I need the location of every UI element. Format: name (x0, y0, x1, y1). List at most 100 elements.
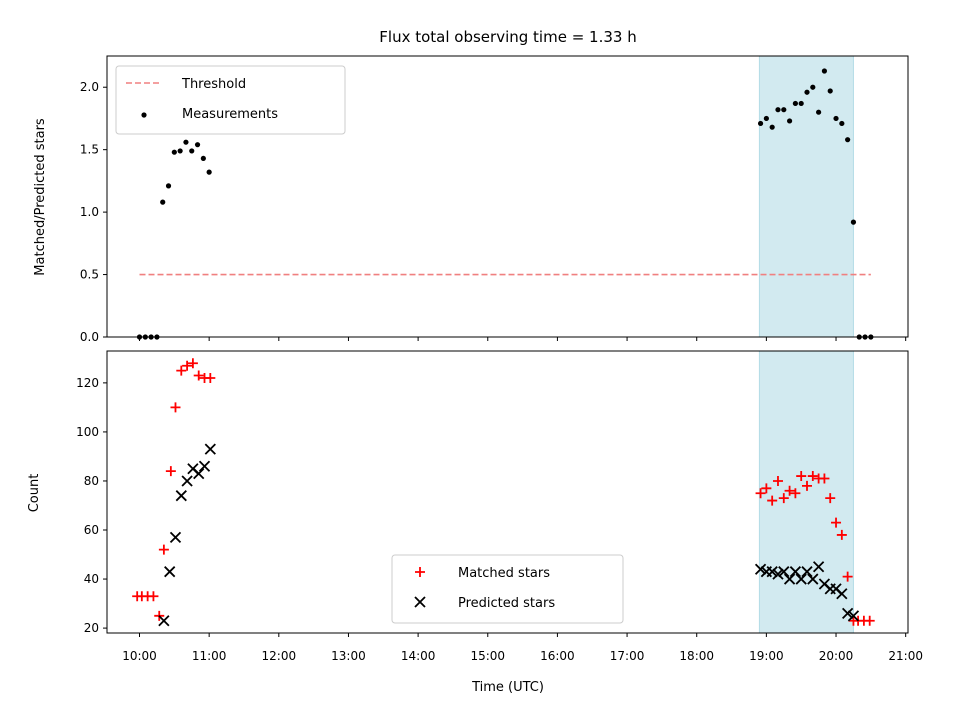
measurement-point (850, 219, 857, 225)
measurement-point (763, 115, 769, 122)
matched-star-point (836, 529, 847, 540)
predicted-star-point (169, 531, 182, 544)
top-y-tick-label: 2.0 (80, 80, 99, 94)
measurement-point (757, 120, 764, 127)
x-tick-label: 11:00 (192, 649, 227, 663)
predicted-star-point (778, 566, 790, 578)
matched-star-point (761, 483, 772, 494)
chart-title: Flux total observing time = 1.33 h (379, 28, 636, 46)
measurement-point (769, 124, 775, 130)
bottom-panel: 20 40 60 80 100 120 10:00 11:00 12:00 13:00 14:00 1… (76, 350, 923, 663)
measurement-point (792, 100, 798, 107)
measurement-point (845, 137, 851, 143)
bottom-legend: Matched stars Predicted stars (391, 554, 624, 624)
x-tick-label: 17:00 (610, 649, 645, 663)
predicted-star-point (812, 561, 825, 573)
measurement-point (816, 109, 822, 115)
top-legend-label: Measurements (182, 107, 278, 122)
predicted-star-point (772, 568, 784, 580)
bottom-y-tick-label: 60 (84, 523, 99, 537)
predicted-star-point (193, 467, 205, 480)
predicted-star-point (754, 563, 767, 575)
legend-matched-swatch (415, 567, 425, 577)
bottom-y-tick-label: 20 (84, 621, 99, 635)
legend-measurements-swatch (141, 112, 147, 118)
x-tick-label: 20:00 (819, 649, 854, 663)
top-y-tick-label: 0.0 (80, 330, 99, 344)
x-tick-label: 10:00 (122, 649, 157, 663)
bottom-legend-box (391, 554, 624, 624)
x-tick-label: 13:00 (331, 649, 366, 663)
bottom-legend-label: Matched stars (458, 566, 550, 581)
top-legend-label: Threshold (181, 77, 246, 92)
top-shaded-region (758, 55, 854, 338)
matched-star-point (176, 365, 187, 376)
measurement-point (171, 149, 177, 155)
matched-star-point (205, 372, 216, 383)
x-tick-label: 18:00 (679, 649, 714, 663)
predicted-star-point (841, 607, 854, 620)
x-axis-label: Time (UTC) (471, 680, 544, 695)
matched-star-point (819, 473, 830, 484)
matched-star-point (864, 615, 875, 626)
top-y-tick-label: 0.5 (80, 268, 99, 282)
predicted-star-point (836, 588, 848, 600)
bottom-y-tick-label: 40 (84, 572, 99, 586)
measurement-point (165, 183, 172, 189)
predicted-star-point (164, 566, 176, 578)
bottom-y-tick-label: 120 (76, 376, 99, 390)
x-tick-label: 12:00 (262, 649, 297, 663)
measurement-point (206, 169, 212, 175)
matched-star-point (784, 485, 795, 496)
matched-star-point (778, 493, 789, 504)
matched-star-point (831, 517, 842, 528)
x-tick-label: 14:00 (401, 649, 436, 663)
matched-star-point (790, 488, 801, 499)
measurement-point (183, 139, 189, 145)
matched-star-point (158, 544, 169, 555)
measurement-point (177, 148, 183, 154)
bottom-y-axis-label: Count (27, 474, 42, 513)
bottom-legend-label: Predicted stars (458, 596, 555, 611)
bottom-y-tick-label: 80 (84, 474, 99, 488)
legend-predicted-swatch (414, 596, 426, 608)
matched-star-point (796, 471, 807, 482)
top-panel: 0.0 0.5 1.0 1.5 2.0 Threshold Measurements (80, 55, 909, 344)
measurement-point (160, 199, 166, 205)
top-y-axis-label: Matched/Predicted stars (33, 118, 48, 276)
matched-star-point (802, 480, 813, 491)
matched-star-point (187, 358, 198, 369)
predicted-star-point (783, 573, 796, 585)
matched-star-point (825, 493, 836, 504)
measurement-point (194, 142, 201, 148)
matched-star-point (170, 402, 181, 413)
x-tick-label: 15:00 (470, 649, 505, 663)
measurement-point (786, 118, 793, 124)
measurement-point (833, 115, 839, 122)
matched-star-point (193, 370, 204, 381)
x-tick-label: 19:00 (749, 649, 784, 663)
matched-star-point (755, 488, 766, 499)
matched-star-point (165, 466, 176, 477)
measurement-point (775, 107, 781, 113)
predicted-star-point (847, 610, 860, 622)
top-y-tick-label: 1.0 (80, 205, 99, 219)
matched-star-point (182, 360, 193, 371)
predicted-star-point (789, 566, 802, 578)
matched-star-point (148, 591, 159, 602)
measurement-point (810, 84, 816, 90)
matched-star-point (772, 475, 783, 486)
matched-star-point (767, 495, 778, 506)
predicted-star-point (181, 475, 193, 487)
measurement-point (798, 100, 804, 107)
x-tick-label: 21:00 (888, 649, 923, 663)
measurement-point (821, 68, 828, 74)
predicted-star-point (204, 443, 216, 455)
predicted-star-point (175, 490, 187, 502)
x-tick-label: 16:00 (540, 649, 575, 663)
predicted-star-point (198, 460, 211, 472)
predicted-star-point (807, 573, 819, 585)
predicted-star-point (795, 573, 807, 585)
measurement-point (200, 155, 206, 162)
